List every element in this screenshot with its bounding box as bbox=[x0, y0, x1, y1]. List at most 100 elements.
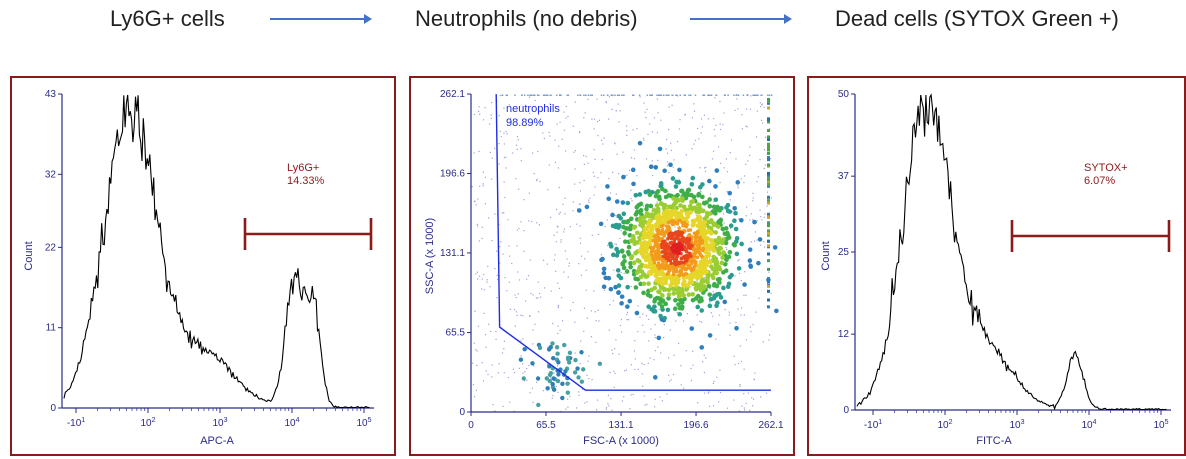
x-tick-label: 102 bbox=[937, 419, 952, 431]
scatter-event bbox=[637, 368, 639, 370]
scatter-event bbox=[717, 324, 720, 326]
scatter-event bbox=[535, 180, 538, 182]
neutrophils-gate[interactable] bbox=[495, 94, 771, 391]
scatter-event bbox=[604, 225, 606, 228]
scatter-event bbox=[666, 292, 672, 297]
scatter-event bbox=[615, 339, 617, 341]
scatter-event bbox=[481, 288, 483, 290]
scatter-event bbox=[740, 178, 742, 180]
scatter-event bbox=[767, 239, 770, 243]
ly6g-gate[interactable] bbox=[243, 218, 373, 250]
scatter-event bbox=[714, 168, 720, 173]
scatter-event bbox=[658, 317, 661, 319]
scatter-event bbox=[618, 353, 620, 355]
scatter-event bbox=[569, 226, 571, 228]
scatter-event bbox=[654, 334, 656, 336]
scatter-event bbox=[699, 320, 701, 323]
scatter-event bbox=[666, 393, 668, 395]
scatter-event bbox=[700, 190, 702, 192]
scatter-event bbox=[558, 186, 560, 189]
scatter-event bbox=[763, 106, 765, 108]
scatter-event bbox=[620, 318, 623, 321]
scatter-event bbox=[648, 203, 654, 209]
scatter-event bbox=[515, 144, 518, 146]
scatter-event bbox=[523, 250, 525, 252]
scatter-event bbox=[584, 258, 586, 260]
scatter-event bbox=[663, 194, 669, 200]
scatter-event bbox=[501, 352, 504, 354]
scatter-event bbox=[579, 379, 585, 384]
scatter-event bbox=[684, 114, 686, 116]
scatter-event bbox=[707, 178, 712, 184]
scatter-event bbox=[605, 101, 607, 103]
scatter-event bbox=[556, 123, 558, 125]
scatter-event bbox=[716, 249, 721, 255]
scatter-event bbox=[713, 261, 719, 267]
scatter-event bbox=[745, 163, 747, 165]
scatter-event bbox=[683, 94, 686, 96]
scatter-event bbox=[646, 304, 652, 310]
scatter-event bbox=[507, 219, 509, 221]
scatter-event bbox=[532, 94, 535, 96]
scatter-event bbox=[678, 179, 680, 181]
scatter-event bbox=[741, 405, 743, 407]
scatter-event bbox=[612, 300, 615, 302]
scatter-event bbox=[503, 132, 505, 134]
scatter-event bbox=[564, 213, 566, 215]
scatter-event bbox=[594, 186, 596, 188]
scatter-event bbox=[603, 289, 606, 291]
sytox-gate[interactable] bbox=[1010, 220, 1171, 252]
scatter-event bbox=[518, 227, 520, 229]
scatter-event bbox=[482, 171, 484, 173]
scatter-event bbox=[700, 248, 705, 253]
scatter-event bbox=[689, 326, 695, 331]
scatter-event bbox=[754, 231, 757, 233]
scatter-event bbox=[767, 156, 770, 160]
scatter-event bbox=[581, 367, 586, 372]
scatter-event bbox=[717, 245, 723, 251]
scatter-event bbox=[581, 388, 584, 390]
scatter-event bbox=[643, 363, 645, 366]
scatter-event bbox=[491, 364, 493, 366]
scatter-event bbox=[563, 369, 568, 374]
scatter-event bbox=[636, 175, 638, 177]
scatter-event bbox=[533, 118, 536, 120]
scatter-event bbox=[585, 155, 587, 157]
scatter-event bbox=[641, 290, 646, 296]
scatter-event bbox=[664, 263, 668, 267]
scatter-event bbox=[576, 223, 578, 225]
scatter-event bbox=[579, 94, 582, 96]
scatter-event bbox=[737, 362, 740, 365]
scatter-event bbox=[505, 94, 508, 96]
scatter-event bbox=[619, 294, 625, 299]
scatter-event bbox=[642, 324, 644, 326]
scatter-event bbox=[516, 314, 518, 316]
scatter-event bbox=[677, 342, 680, 345]
scatter-event bbox=[649, 226, 655, 232]
scatter-event bbox=[579, 363, 581, 365]
scatter-event bbox=[585, 289, 587, 291]
scatter-event bbox=[506, 133, 508, 135]
scatter-event bbox=[522, 372, 524, 374]
scatter-event bbox=[543, 137, 545, 139]
scatter-event bbox=[703, 277, 705, 279]
scatter-event bbox=[676, 302, 681, 307]
scatter-event bbox=[476, 271, 479, 273]
scatter-event bbox=[710, 312, 713, 314]
scatter-event bbox=[475, 273, 477, 275]
scatter-event bbox=[620, 271, 622, 274]
scatter-event bbox=[616, 290, 621, 295]
scatter-event bbox=[488, 123, 491, 125]
scatter-event bbox=[610, 94, 613, 96]
scatter-event bbox=[608, 177, 610, 180]
scatter-event bbox=[532, 329, 534, 331]
scatter-event bbox=[727, 94, 729, 96]
scatter-event bbox=[670, 149, 673, 152]
scatter-event bbox=[747, 392, 749, 394]
scatter-event bbox=[505, 130, 507, 133]
scatter-event bbox=[583, 307, 586, 309]
scatter-event bbox=[588, 201, 590, 204]
scatter-event bbox=[631, 200, 633, 202]
scatter-event bbox=[674, 268, 679, 272]
